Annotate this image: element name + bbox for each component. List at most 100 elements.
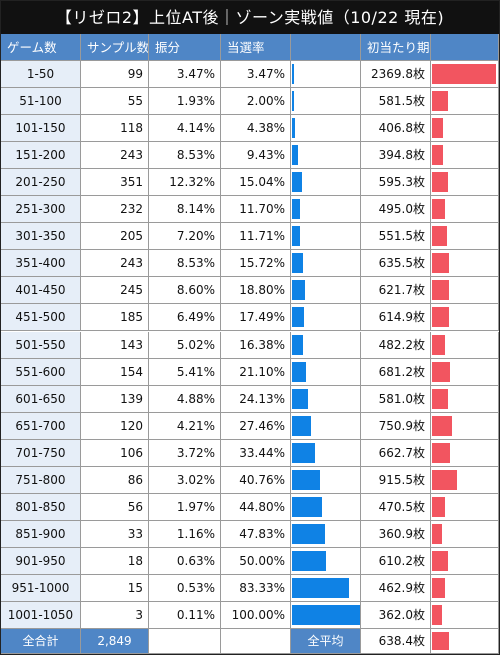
row-samples: 99 <box>81 61 149 89</box>
row-rate-bar-cell <box>291 358 361 386</box>
row-share: 1.16% <box>149 520 221 548</box>
row-expected: 394.8枚 <box>361 142 431 170</box>
header-col-expected-bar <box>431 34 499 61</box>
row-expected-bar-cell <box>431 223 499 251</box>
row-samples: 18 <box>81 547 149 575</box>
expected-bar <box>432 253 450 274</box>
row-rate-bar-cell <box>291 520 361 548</box>
expected-bar <box>432 577 445 598</box>
row-rate: 2.00% <box>221 88 291 116</box>
row-share: 4.88% <box>149 385 221 413</box>
row-range: 601-650 <box>1 385 81 413</box>
row-samples: 15 <box>81 574 149 602</box>
row-share: 3.02% <box>149 466 221 494</box>
row-samples: 143 <box>81 331 149 359</box>
expected-bar <box>432 145 443 166</box>
row-expected: 581.0枚 <box>361 385 431 413</box>
row-expected: 610.2枚 <box>361 547 431 575</box>
row-expected-bar-cell <box>431 574 499 602</box>
row-share: 8.60% <box>149 277 221 305</box>
row-expected: 621.7枚 <box>361 277 431 305</box>
row-rate-bar-cell <box>291 277 361 305</box>
row-rate-bar-cell <box>291 250 361 278</box>
row-share: 0.11% <box>149 602 221 630</box>
expected-bar <box>432 605 442 626</box>
row-share: 7.20% <box>149 223 221 251</box>
expected-bar <box>432 469 457 490</box>
row-rate: 27.46% <box>221 412 291 440</box>
rate-bar <box>292 523 325 544</box>
row-rate-bar-cell <box>291 61 361 89</box>
row-samples: 139 <box>81 385 149 413</box>
row-rate-bar-cell <box>291 547 361 575</box>
row-samples: 118 <box>81 115 149 143</box>
row-rate-bar-cell <box>291 142 361 170</box>
expected-bar <box>432 307 449 328</box>
row-share: 12.32% <box>149 169 221 197</box>
row-range: 901-950 <box>1 547 81 575</box>
rate-bar <box>292 253 303 274</box>
row-expected-bar-cell <box>431 547 499 575</box>
rate-bar <box>292 442 315 463</box>
row-rate: 40.76% <box>221 466 291 494</box>
row-range: 851-900 <box>1 520 81 548</box>
footer-blank-1 <box>149 629 221 654</box>
row-rate-bar-cell <box>291 574 361 602</box>
rate-bar <box>292 334 304 355</box>
row-samples: 232 <box>81 196 149 224</box>
row-expected-bar-cell <box>431 169 499 197</box>
row-rate-bar-cell <box>291 385 361 413</box>
header-col-rate: 当選率 <box>221 34 291 61</box>
row-expected-bar-cell <box>431 385 499 413</box>
row-expected: 915.5枚 <box>361 466 431 494</box>
row-expected-bar-cell <box>431 88 499 116</box>
row-samples: 243 <box>81 250 149 278</box>
row-share: 1.97% <box>149 493 221 521</box>
row-expected-bar-cell <box>431 520 499 548</box>
row-expected: 2369.8枚 <box>361 61 431 89</box>
avg-expected-bar <box>432 632 450 650</box>
rate-bar <box>292 172 303 193</box>
expected-bar <box>432 118 443 139</box>
row-expected: 360.9枚 <box>361 520 431 548</box>
row-rate: 4.38% <box>221 115 291 143</box>
row-share: 0.53% <box>149 574 221 602</box>
row-rate: 11.70% <box>221 196 291 224</box>
row-rate: 24.13% <box>221 385 291 413</box>
row-expected-bar-cell <box>431 358 499 386</box>
row-samples: 86 <box>81 466 149 494</box>
row-rate: 50.00% <box>221 547 291 575</box>
row-expected-bar-cell <box>431 493 499 521</box>
expected-bar <box>432 334 446 355</box>
row-share: 8.53% <box>149 250 221 278</box>
table-title: 【リゼロ2】上位AT後｜ゾーン実戦値（10/22 現在) <box>1 1 499 34</box>
expected-bar <box>432 91 448 112</box>
row-expected-bar-cell <box>431 196 499 224</box>
rate-bar <box>292 550 326 571</box>
row-rate-bar-cell <box>291 304 361 332</box>
header-col-range: ゲーム数 <box>1 34 81 61</box>
header-col-samples: サンプル数 <box>81 34 149 61</box>
row-range: 651-700 <box>1 412 81 440</box>
row-expected: 614.9枚 <box>361 304 431 332</box>
row-rate: 9.43% <box>221 142 291 170</box>
row-rate: 44.80% <box>221 493 291 521</box>
row-share: 5.41% <box>149 358 221 386</box>
row-samples: 33 <box>81 520 149 548</box>
row-rate-bar-cell <box>291 493 361 521</box>
row-range: 501-550 <box>1 331 81 359</box>
row-expected: 462.9枚 <box>361 574 431 602</box>
row-expected-bar-cell <box>431 250 499 278</box>
row-rate-bar-cell <box>291 88 361 116</box>
row-samples: 243 <box>81 142 149 170</box>
row-rate: 33.44% <box>221 439 291 467</box>
row-rate-bar-cell <box>291 412 361 440</box>
rate-bar <box>292 307 304 328</box>
rate-bar <box>292 64 295 85</box>
expected-bar <box>432 199 446 220</box>
row-range: 801-850 <box>1 493 81 521</box>
row-range: 101-150 <box>1 115 81 143</box>
rate-bar <box>292 145 299 166</box>
row-rate: 15.04% <box>221 169 291 197</box>
